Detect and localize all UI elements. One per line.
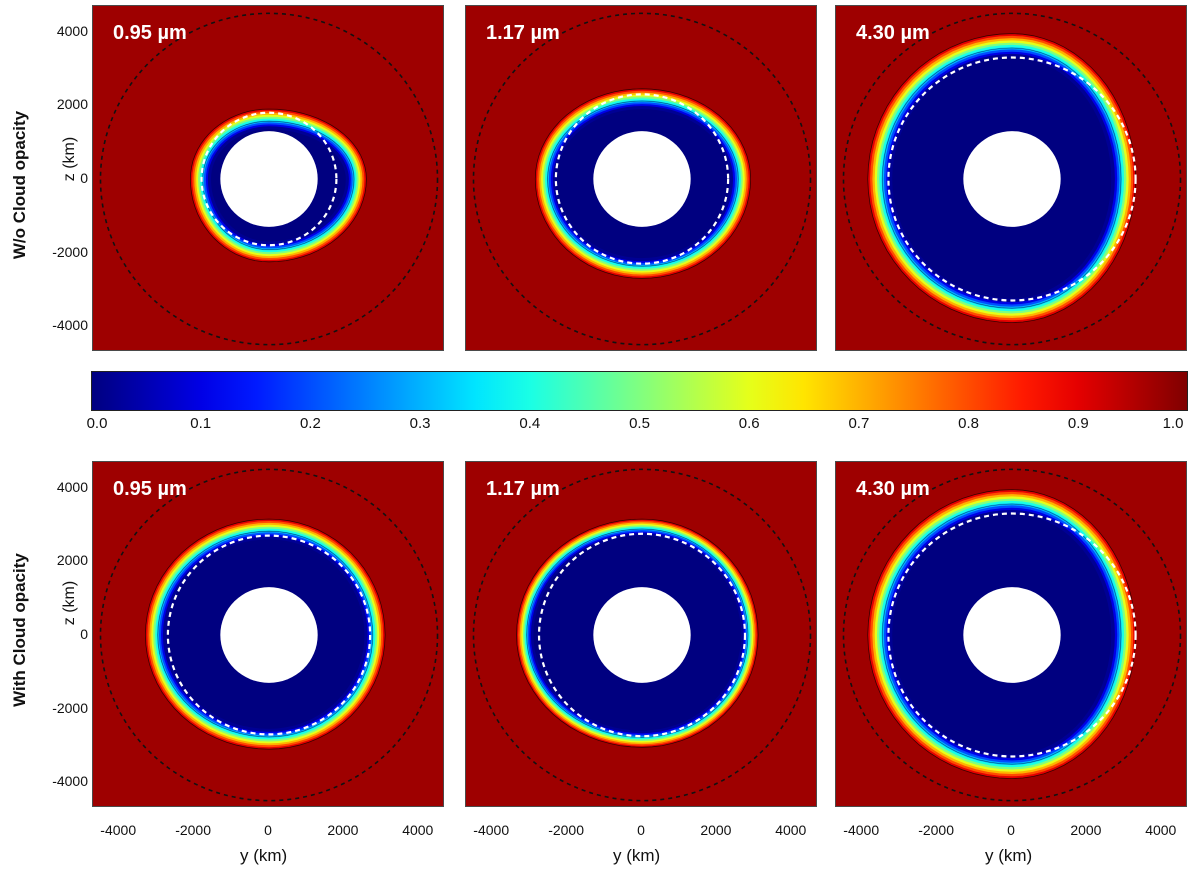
contour-line-outer xyxy=(867,33,1137,324)
colorbar-tick-label: 0.7 xyxy=(848,415,870,432)
heatmap-svg xyxy=(93,6,443,350)
x-axis-label-3: y (km) xyxy=(985,846,1033,865)
y-tick-label: 4000 xyxy=(56,478,88,495)
white-dashed-circle xyxy=(200,111,338,247)
white-dashed-circle xyxy=(166,534,372,736)
x-tick-label: 2000 xyxy=(327,822,359,838)
core-disk xyxy=(963,587,1061,683)
white-dashed-circle xyxy=(887,512,1137,758)
y-tick-label: 2000 xyxy=(56,96,88,113)
black-dashed-circle xyxy=(472,468,812,802)
colorbar-tick-label: 0.5 xyxy=(629,415,650,432)
y-tick-label: 2000 xyxy=(56,552,88,569)
x-tick-label: -4000 xyxy=(473,822,510,838)
black-dashed-circle xyxy=(842,12,1182,346)
panel-no-cloud-1: 1.17 µm xyxy=(465,5,817,351)
panel-no-cloud-0: 0.95 µm xyxy=(92,5,444,351)
x-axis-label-2: y (km) xyxy=(613,846,661,865)
core-disk xyxy=(593,587,691,683)
colorbar-tick-label: 0.0 xyxy=(86,415,108,432)
row-label-with-cloud: With Cloud opacity xyxy=(10,553,29,707)
contour-line-inner xyxy=(202,120,355,251)
heatmap-svg xyxy=(93,462,443,806)
colorbar-tick-label: 0.2 xyxy=(299,415,321,432)
y-tick-label: -4000 xyxy=(52,773,88,790)
colorbar xyxy=(91,371,1188,411)
x-tick-label: 2000 xyxy=(700,822,732,838)
core-disk xyxy=(963,131,1061,227)
x-tick-label: 4000 xyxy=(1145,822,1177,838)
colorbar-tick-label: 0.6 xyxy=(738,415,760,432)
colorbar-tick-label: 0.1 xyxy=(190,415,212,432)
x-axis-label-1: y (km) xyxy=(240,846,288,865)
colorbar-tick-label: 0.8 xyxy=(958,415,980,432)
x-tick-label: 4000 xyxy=(775,822,807,838)
core-disk xyxy=(593,131,691,227)
wavelength-label: 4.30 µm xyxy=(856,22,930,44)
wavelength-label: 0.95 µm xyxy=(113,478,187,500)
x-tick-label: 0 xyxy=(1007,822,1015,838)
contour-line-outer xyxy=(534,88,752,279)
white-dashed-circle xyxy=(887,56,1137,302)
heatmap-svg xyxy=(466,462,816,806)
black-dashed-circle xyxy=(99,12,439,346)
x-tick-label: 4000 xyxy=(402,822,434,838)
black-dashed-circle xyxy=(842,468,1182,802)
panel-cloud-4: 1.17 µm xyxy=(465,461,817,807)
wavelength-label: 1.17 µm xyxy=(486,22,560,44)
x-tick-label: -4000 xyxy=(843,822,880,838)
white-dashed-circle xyxy=(554,93,730,265)
y-tick-label: -2000 xyxy=(52,699,88,716)
x-tick-label: 0 xyxy=(637,822,645,838)
heatmap-svg xyxy=(466,6,816,350)
colorbar-tick-label: 0.4 xyxy=(519,415,541,432)
contour-line-inner xyxy=(526,528,749,738)
wavelength-label: 1.17 µm xyxy=(486,478,560,500)
y-tick-label: -2000 xyxy=(52,243,88,260)
black-dashed-circle xyxy=(99,468,439,802)
wavelength-label: 4.30 µm xyxy=(856,478,930,500)
y-tick-label: -4000 xyxy=(52,317,88,334)
contour-line-inner xyxy=(157,530,374,738)
contour-line-outer xyxy=(867,489,1137,780)
z-axis-label-top: z (km) xyxy=(61,136,78,182)
y-tick-label: 0 xyxy=(80,626,88,642)
colorbar-tick-label: 1.0 xyxy=(1162,415,1184,432)
white-dashed-circle xyxy=(537,532,747,738)
colorbar-tick-label: 0.9 xyxy=(1067,415,1089,432)
contour-line-outer xyxy=(189,108,367,263)
contour-line-outer xyxy=(144,518,386,750)
heatmap-svg xyxy=(836,6,1186,350)
panel-no-cloud-2: 4.30 µm xyxy=(835,5,1187,351)
x-tick-label: -2000 xyxy=(548,822,584,838)
heatmap-svg xyxy=(836,462,1186,806)
panel-cloud-5: 4.30 µm xyxy=(835,461,1187,807)
x-tick-label: -4000 xyxy=(100,822,137,838)
x-tick-label: -2000 xyxy=(175,822,211,838)
colorbar-tick-label: 0.3 xyxy=(409,415,431,432)
wavelength-label: 0.95 µm xyxy=(113,22,187,44)
y-tick-label: 0 xyxy=(80,170,88,186)
contour-line-inner xyxy=(547,100,739,267)
x-tick-label: 2000 xyxy=(1070,822,1102,838)
black-dashed-circle xyxy=(472,12,812,346)
row-label-without-cloud: W/o Cloud opacity xyxy=(10,110,29,260)
contour-line-inner xyxy=(882,503,1122,765)
x-tick-label: 0 xyxy=(264,822,272,838)
x-tick-label: -2000 xyxy=(918,822,954,838)
core-disk xyxy=(220,131,318,227)
panel-cloud-3: 0.95 µm xyxy=(92,461,444,807)
core-disk xyxy=(220,587,318,683)
y-tick-label: 4000 xyxy=(56,22,88,39)
contour-line-inner xyxy=(882,47,1122,309)
contour-line-outer xyxy=(516,518,759,748)
